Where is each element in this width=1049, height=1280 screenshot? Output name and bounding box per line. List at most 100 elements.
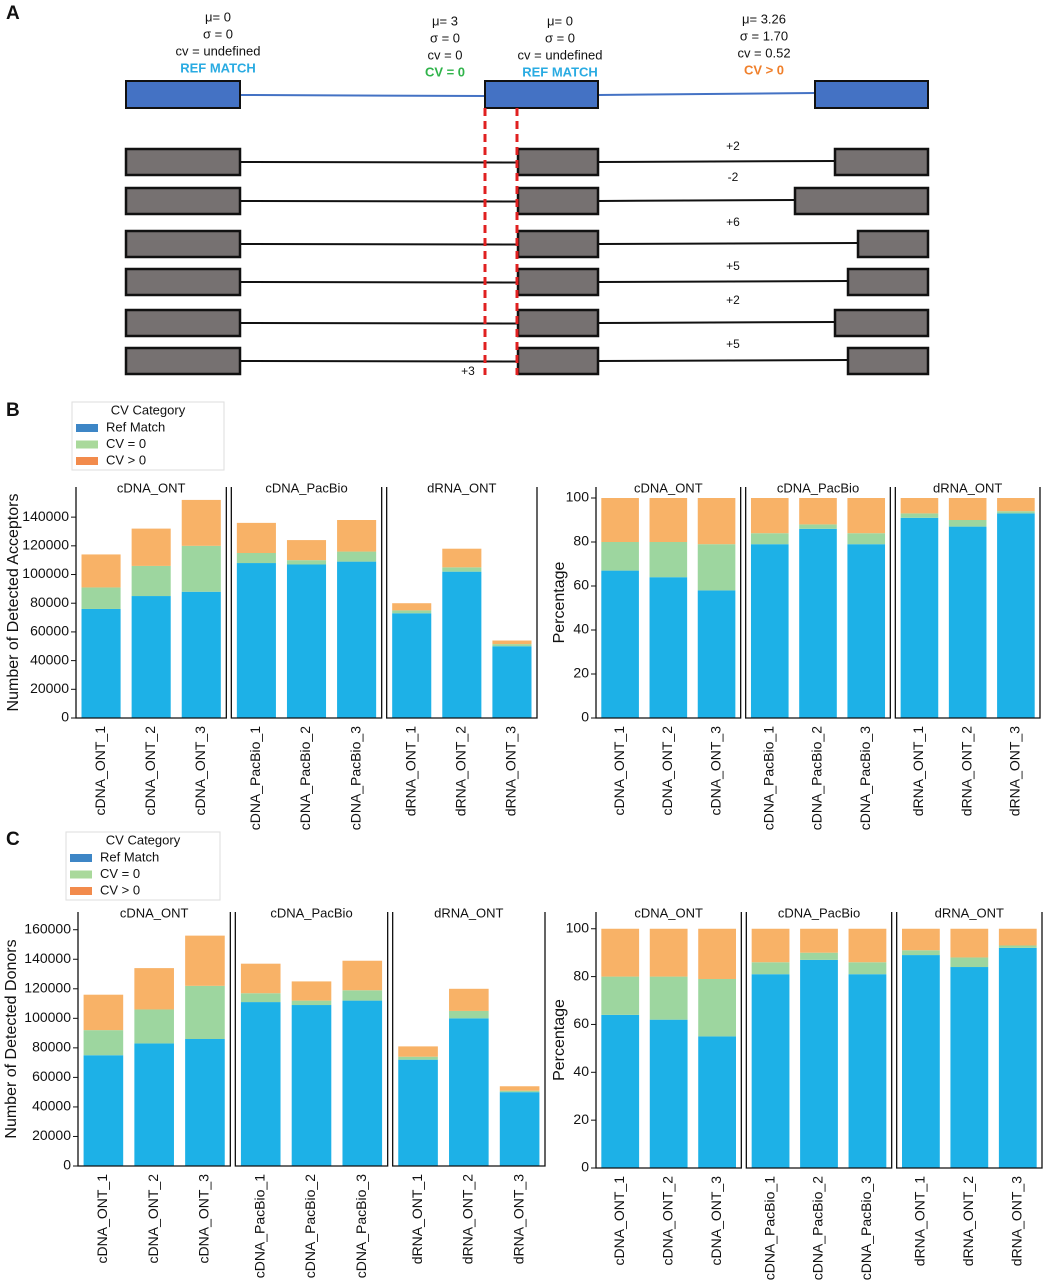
x-tick-label: cDNA_PacBio_1	[760, 726, 776, 830]
bar-segment	[649, 577, 688, 718]
facet-frame	[386, 487, 538, 719]
bar-segment	[286, 560, 327, 565]
x-tick-label: dRNA_ONT_3	[510, 1174, 526, 1264]
y-tick-label: 20	[573, 665, 589, 681]
read-intron	[239, 322, 519, 325]
x-tick-label: cDNA_PacBio_3	[353, 1174, 369, 1278]
bar-segment	[948, 498, 987, 520]
bar-segment	[185, 985, 225, 1039]
read-exon	[124, 147, 242, 177]
bar-segment	[900, 513, 939, 518]
bar-segment	[181, 499, 221, 546]
bar-segment	[392, 603, 432, 611]
bar-segment	[134, 968, 174, 1010]
y-tick-label: 80000	[30, 594, 69, 610]
bar-segment	[799, 524, 837, 529]
bar-segment	[492, 644, 532, 647]
bar-segment	[337, 561, 377, 718]
read-exon	[124, 308, 242, 338]
annotation-text: μ= 0	[205, 9, 231, 24]
bar-segment	[240, 1002, 281, 1166]
bar-segment	[286, 564, 327, 718]
bar-segment	[950, 928, 989, 958]
bar-segment	[998, 947, 1037, 1168]
bar-segment	[83, 994, 124, 1031]
ref-intron	[239, 94, 486, 97]
annotation-text: μ= 0	[547, 13, 573, 28]
read-intron	[239, 161, 519, 164]
x-tick-label: cDNA_PacBio_3	[858, 1176, 874, 1280]
read-intron	[239, 200, 519, 203]
bar-segment	[392, 610, 432, 614]
bar-segment	[800, 959, 838, 1168]
facet-title: cDNA_PacBio	[777, 480, 859, 495]
facet-frame	[894, 487, 1041, 719]
read-exon	[516, 147, 600, 177]
y-tick-label: 100	[566, 919, 590, 935]
x-tick-label: cDNA_PacBio_2	[302, 1174, 318, 1278]
x-tick-label: cDNA_ONT_3	[708, 1176, 724, 1266]
bar-segment	[601, 570, 639, 718]
read-exon	[124, 229, 242, 259]
x-tick-label: cDNA_ONT_1	[92, 726, 108, 816]
y-tick-label: 0	[63, 1157, 71, 1173]
ref-intron	[597, 92, 816, 96]
bar-segment	[492, 640, 532, 645]
bar-segment	[398, 1056, 438, 1060]
bar-segment	[997, 511, 1035, 514]
y-tick-label: 20000	[32, 1127, 71, 1143]
bar-segment	[240, 993, 281, 1003]
bar-segment	[848, 962, 887, 975]
bar-segment	[799, 498, 837, 525]
bar-segment	[750, 498, 789, 534]
read-intron	[597, 359, 849, 362]
facet-frame	[230, 487, 383, 719]
bar-segment	[698, 978, 737, 1037]
x-tick-label: dRNA_ONT_2	[958, 726, 974, 816]
y-tick-label: 160000	[24, 920, 71, 936]
y-tick-label: 60000	[30, 623, 69, 639]
annotation-status: REF MATCH	[522, 64, 598, 79]
x-tick-label: cDNA_ONT_1	[94, 1174, 110, 1264]
bar-segment	[442, 571, 482, 718]
bar-segment	[181, 591, 221, 718]
bar-segment	[601, 1014, 640, 1168]
facet-frame	[77, 912, 231, 1167]
y-tick-label: 60	[573, 1015, 589, 1031]
facet-title: dRNA_ONT	[434, 905, 503, 920]
y-axis-label: Number of Detected Donors	[3, 939, 20, 1138]
bar-segment	[83, 1030, 124, 1056]
y-tick-label: 40	[573, 621, 589, 637]
x-tick-label: cDNA_PacBio_2	[297, 726, 313, 830]
bar-segment	[800, 952, 838, 960]
bar-segment	[134, 1043, 174, 1166]
annotation-text: σ = 0	[545, 30, 575, 45]
ref-exon	[814, 80, 929, 109]
y-tick-label: 40000	[30, 651, 69, 667]
legend-swatch	[70, 854, 92, 862]
bar-segment	[398, 1046, 438, 1057]
annotation-status: CV = 0	[425, 64, 465, 79]
y-tick-label: 40	[573, 1063, 589, 1079]
bar-segment	[847, 544, 886, 718]
facet-frame	[234, 912, 389, 1167]
bar-segment	[342, 990, 383, 1001]
x-tick-label: dRNA_ONT_3	[1007, 726, 1023, 816]
offset-label: +3	[461, 364, 475, 378]
bar-segment	[649, 542, 688, 578]
bar-segment	[398, 1059, 438, 1166]
y-tick-label: 100	[566, 489, 590, 505]
facet-title: cDNA_PacBio	[265, 480, 347, 495]
x-tick-label: cDNA_PacBio_3	[347, 726, 363, 830]
legend-swatch	[70, 887, 92, 895]
read-exon	[516, 308, 600, 338]
legend-label: CV > 0	[106, 452, 146, 467]
bar-segment	[998, 928, 1037, 946]
x-tick-label: cDNA_ONT_3	[707, 726, 723, 816]
y-axis-label: Percentage	[551, 999, 568, 1081]
bar-segment	[291, 1000, 332, 1006]
annotation-status: CV > 0	[744, 62, 784, 77]
bar-segment	[236, 563, 276, 718]
bar-segment	[499, 1092, 540, 1166]
bar-segment	[337, 520, 377, 552]
